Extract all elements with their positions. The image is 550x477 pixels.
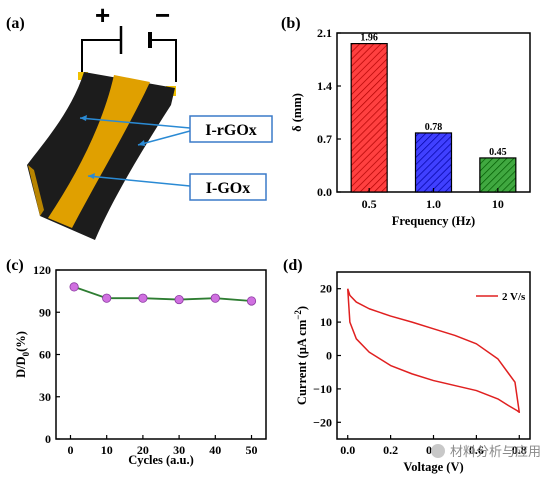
y-axis-title-c: D/D0(%) — [14, 331, 31, 378]
y-axis-title-d-sup: −2 — [293, 310, 303, 320]
data-point-c — [210, 293, 220, 303]
y-tick-label-b: 0.7 — [317, 132, 332, 146]
plus-sign: + — [95, 0, 110, 30]
wire-right — [151, 39, 177, 82]
y-axis-title-d: Current (μA cm−2) — [293, 306, 309, 405]
y-tick-label-b: 0.0 — [317, 185, 332, 199]
arrow-head-1 — [80, 115, 87, 121]
y-tick-label-b: 1.4 — [317, 79, 332, 93]
data-point-c — [69, 282, 79, 292]
x-tick-label-b: 0.5 — [362, 197, 377, 211]
panel-d-label: (d) — [283, 257, 303, 274]
bar-chart-frequency: 0.0 0.7 1.4 2.1 1.96 0.5 0.78 1.0 0.45 10 Frequenc… — [290, 26, 531, 228]
data-point-c — [174, 294, 184, 305]
callout-line-rgo-1 — [79, 117, 191, 129]
bar-value-label: 1.96 — [360, 33, 378, 44]
y-axis-title-c-main: D/D — [14, 356, 28, 378]
legend-label-d: 2 V/s — [502, 291, 526, 303]
y-axis-title-d-main: Current (μA cm — [295, 319, 309, 405]
y-tick-label-c: 90 — [39, 305, 51, 319]
y-tick-label-d: 10 — [320, 315, 332, 329]
watermark-logo-icon — [431, 444, 445, 458]
x-axis-title-d: Voltage (V) — [403, 460, 463, 474]
callout-text-rgo: I-rGOx — [205, 122, 257, 139]
x-tick-label-d: 0.6 — [469, 443, 484, 457]
y-axis-title-c-sub: 0 — [21, 351, 31, 356]
y-axis-title-d-tail: ) — [295, 306, 309, 310]
arrow-head-3 — [88, 173, 95, 179]
wire-left — [81, 39, 120, 78]
bar-1.0 — [414, 132, 453, 193]
bar-value-label: 0.45 — [489, 147, 507, 158]
watermark: 材料分析与应用 — [431, 444, 541, 460]
x-tick-label-c: 10 — [101, 443, 113, 457]
watermark-text: 材料分析与应用 — [450, 444, 541, 460]
x-tick-label-d: 0.0 — [340, 443, 355, 457]
minus-sign: − — [155, 0, 170, 30]
callout-text-go: I-GOx — [206, 180, 250, 197]
actuator-strip — [27, 72, 175, 240]
panel-b: (b) 0.0 0.7 1.4 2.1 1.96 0.5 0.78 1.0 0.45 10 Freq… — [281, 15, 531, 228]
bar-value-label: 0.78 — [425, 122, 443, 133]
x-tick-label-c: 30 — [173, 443, 185, 457]
x-tick-label-b: 10 — [492, 197, 504, 211]
x-tick-label-c: 40 — [209, 443, 221, 457]
panel-c: (c) 0 30 60 90 120 0 10 20 30 40 50 Cycles (a.u.) D/… — [6, 257, 267, 467]
panel-b-label: (b) — [281, 15, 301, 32]
y-tick-label-d: 20 — [320, 282, 332, 296]
callout-line-go — [87, 175, 191, 187]
callout-box-rgo: I-rGOx — [189, 115, 273, 143]
data-point-c — [246, 296, 257, 306]
bar-0.5 — [350, 42, 388, 193]
callout-line-rgo-2 — [137, 130, 191, 146]
y-tick-label-b: 2.1 — [317, 26, 332, 40]
y-axis-title-b: δ (mm) — [290, 93, 304, 132]
data-point-c — [102, 293, 112, 303]
callout-lines — [79, 115, 191, 187]
panel-a-label: (a) — [6, 15, 25, 32]
strip-middle-gold-layer — [48, 75, 150, 228]
y-tick-label-c: 120 — [33, 263, 51, 277]
x-tick-label-c: 0 — [67, 443, 73, 457]
panel-c-label: (c) — [6, 257, 24, 274]
y-axis-title-c-tail: (%) — [14, 331, 28, 352]
y-tick-label-c: 60 — [39, 348, 51, 362]
x-axis-title-c: Cycles (a.u.) — [128, 453, 194, 467]
panel-a: (a) + − I-rGOx — [6, 0, 273, 240]
x-tick-label-c: 50 — [246, 443, 258, 457]
y-tick-label-d: −20 — [313, 415, 332, 429]
strip-edge — [28, 165, 44, 216]
x-tick-label-d: 0.8 — [512, 443, 527, 457]
series-line-c — [73, 286, 252, 302]
x-axis-title-b: Frequency (Hz) — [392, 214, 475, 228]
x-tick-label-d: 0.2 — [383, 443, 398, 457]
data-point-c — [138, 293, 148, 303]
plot-frame-c — [55, 269, 267, 440]
callout-box-go: I-GOx — [189, 173, 267, 201]
y-tick-label-d: 0 — [326, 349, 332, 363]
bar-10 — [479, 157, 517, 193]
y-tick-label-c: 0 — [45, 432, 51, 446]
y-tick-label-d: −10 — [313, 382, 332, 396]
arrow-head-2 — [138, 140, 145, 146]
y-tick-label-c: 30 — [39, 390, 51, 404]
cv-curve-line — [346, 288, 521, 414]
x-tick-label-b: 1.0 — [426, 197, 441, 211]
x-tick-label-c: 20 — [137, 443, 149, 457]
